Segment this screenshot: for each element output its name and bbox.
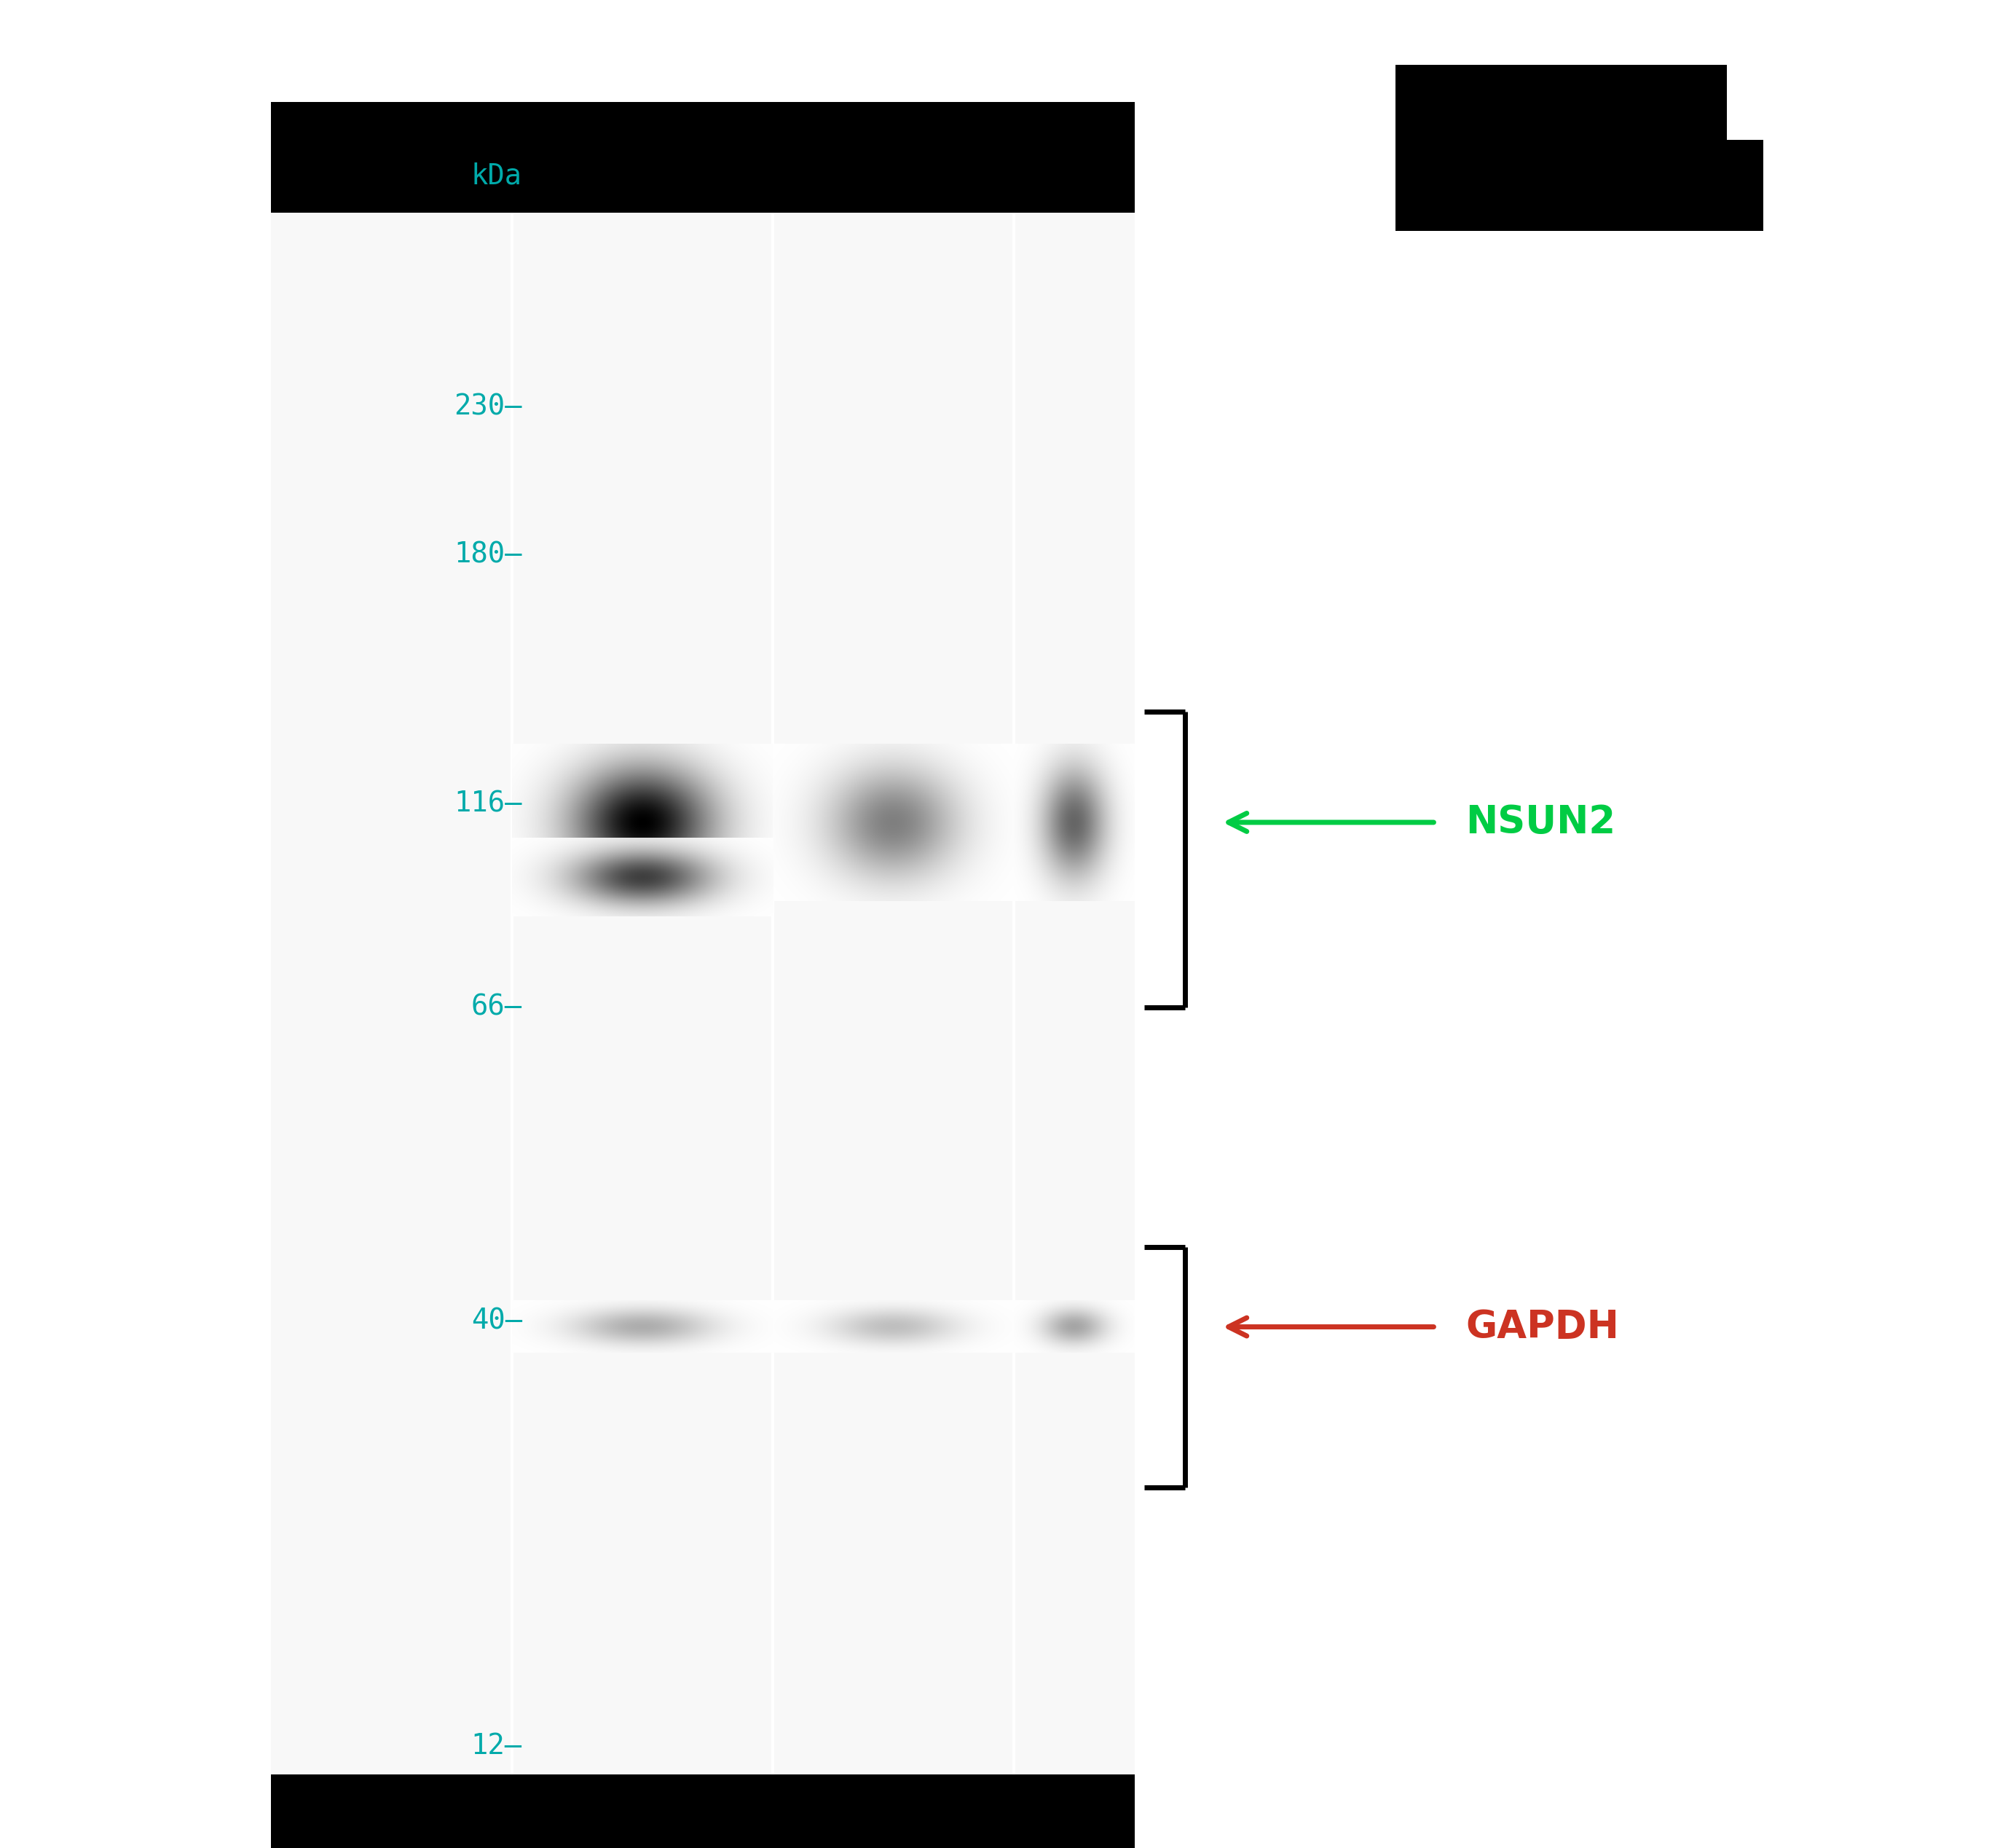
Text: 230—: 230— <box>454 394 522 419</box>
Bar <box>773 213 1014 1774</box>
Text: 40—: 40— <box>472 1308 522 1334</box>
Bar <box>271 1774 1135 1848</box>
Text: 116—: 116— <box>454 791 522 817</box>
Bar <box>1014 213 1135 1774</box>
Text: 12—: 12— <box>472 1733 522 1759</box>
Bar <box>512 213 773 1774</box>
Text: kDa: kDa <box>472 163 522 188</box>
Text: NSUN2: NSUN2 <box>1466 804 1616 841</box>
Bar <box>271 213 512 1774</box>
Bar <box>1727 140 1763 231</box>
Bar <box>1396 65 1727 231</box>
Text: GAPDH: GAPDH <box>1466 1308 1618 1345</box>
Bar <box>271 102 1135 213</box>
Text: 66—: 66— <box>472 994 522 1020</box>
Text: 180—: 180— <box>454 541 522 567</box>
